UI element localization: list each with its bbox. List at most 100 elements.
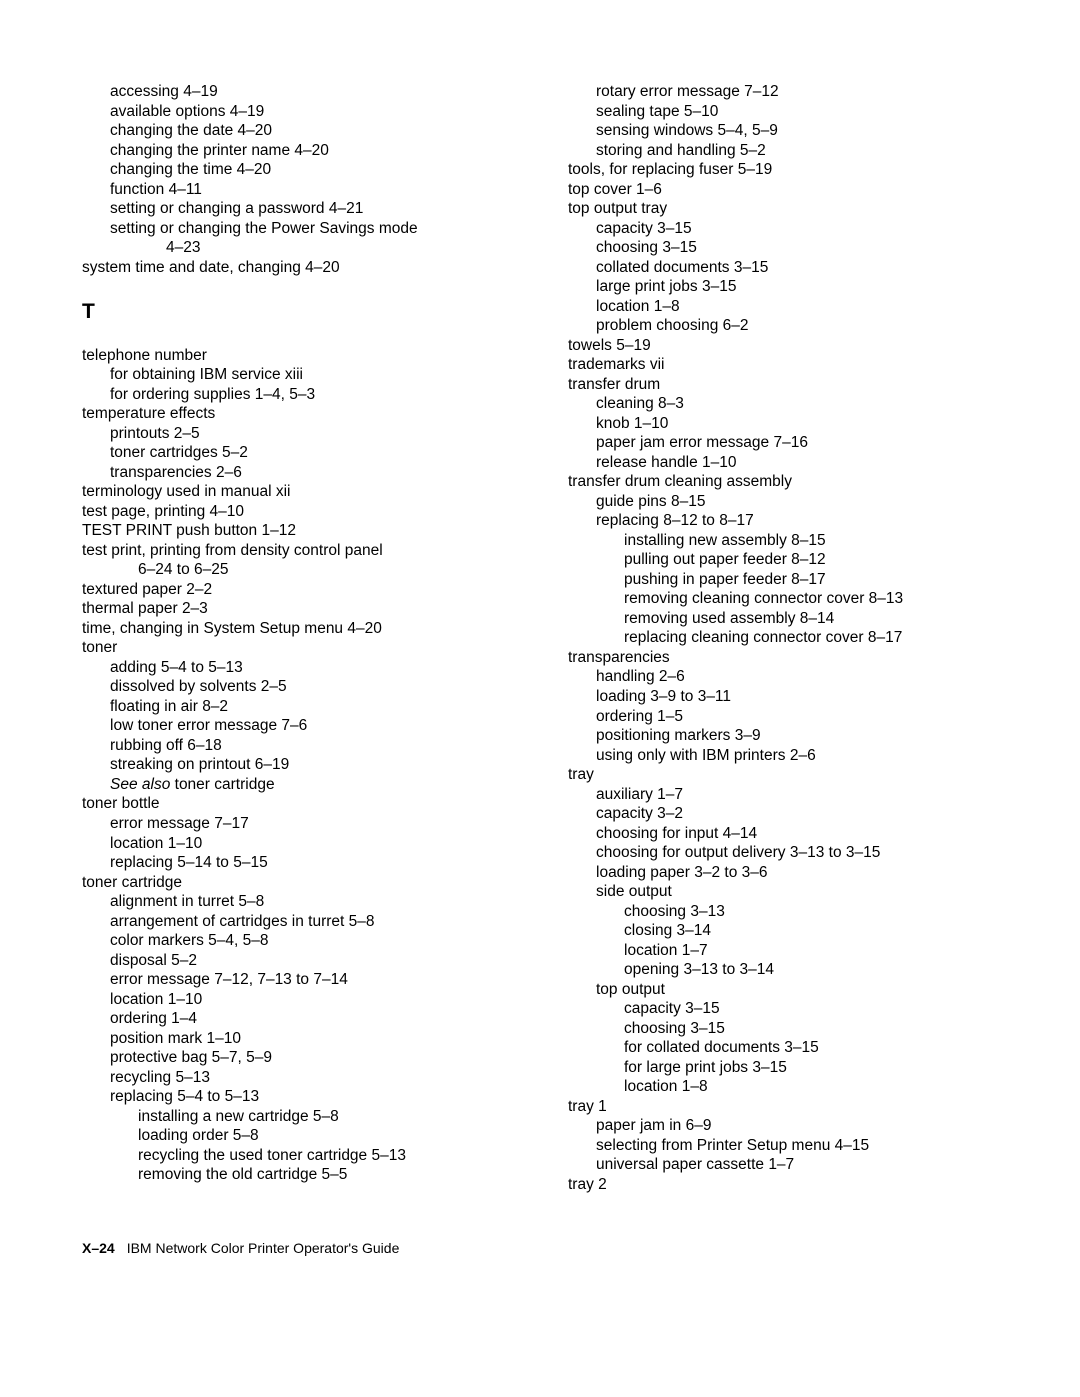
- index-entry: opening 3–13 to 3–14: [568, 960, 1006, 980]
- index-entry: changing the time 4–20: [82, 160, 520, 180]
- index-entry: paper jam in 6–9: [568, 1116, 1006, 1136]
- index-entry: choosing 3–13: [568, 902, 1006, 922]
- left-block-1: accessing 4–19available options 4–19chan…: [82, 82, 520, 277]
- index-entry: removing used assembly 8–14: [568, 609, 1006, 629]
- index-page: accessing 4–19available options 4–19chan…: [0, 0, 1080, 1286]
- index-entry: changing the printer name 4–20: [82, 141, 520, 161]
- index-entry: removing the old cartridge 5–5: [82, 1165, 520, 1185]
- index-entry: available options 4–19: [82, 102, 520, 122]
- left-block-2: telephone numberfor obtaining IBM servic…: [82, 346, 520, 1185]
- index-entry: collated documents 3–15: [568, 258, 1006, 278]
- index-entry: toner: [82, 638, 520, 658]
- index-entry: system time and date, changing 4–20: [82, 258, 520, 278]
- index-entry: loading 3–9 to 3–11: [568, 687, 1006, 707]
- index-entry: TEST PRINT push button 1–12: [82, 521, 520, 541]
- left-column: accessing 4–19available options 4–19chan…: [82, 82, 520, 1194]
- index-entry: choosing 3–15: [568, 238, 1006, 258]
- index-entry: location 1–10: [82, 834, 520, 854]
- index-entry: replacing 5–4 to 5–13: [82, 1087, 520, 1107]
- index-entry: error message 7–17: [82, 814, 520, 834]
- index-entry: using only with IBM printers 2–6: [568, 746, 1006, 766]
- index-entry: toner cartridges 5–2: [82, 443, 520, 463]
- index-entry: dissolved by solvents 2–5: [82, 677, 520, 697]
- see-also-prefix: See also: [110, 776, 170, 793]
- index-entry: adding 5–4 to 5–13: [82, 658, 520, 678]
- index-entry: for collated documents 3–15: [568, 1038, 1006, 1058]
- index-entry-text: toner cartridge: [170, 776, 274, 793]
- index-entry: installing a new cartridge 5–8: [82, 1107, 520, 1127]
- index-entry: top cover 1–6: [568, 180, 1006, 200]
- index-entry: auxiliary 1–7: [568, 785, 1006, 805]
- index-entry: capacity 3–15: [568, 219, 1006, 239]
- index-entry: 4–23: [82, 238, 520, 258]
- index-entry: test page, printing 4–10: [82, 502, 520, 522]
- index-entry: capacity 3–15: [568, 999, 1006, 1019]
- index-entry: alignment in turret 5–8: [82, 892, 520, 912]
- index-entry: rubbing off 6–18: [82, 736, 520, 756]
- index-entry: pushing in paper feeder 8–17: [568, 570, 1006, 590]
- index-entry: for ordering supplies 1–4, 5–3: [82, 385, 520, 405]
- index-entry: replacing 8–12 to 8–17: [568, 511, 1006, 531]
- index-entry: time, changing in System Setup menu 4–20: [82, 619, 520, 639]
- index-entry: tray 1: [568, 1097, 1006, 1117]
- index-entry: guide pins 8–15: [568, 492, 1006, 512]
- index-entry: release handle 1–10: [568, 453, 1006, 473]
- index-entry: terminology used in manual xii: [82, 482, 520, 502]
- page-footer: X–24IBM Network Color Printer Operator's…: [82, 1240, 1006, 1256]
- index-entry: temperature effects: [82, 404, 520, 424]
- index-entry: rotary error message 7–12: [568, 82, 1006, 102]
- index-entry: transparencies: [568, 648, 1006, 668]
- index-entry: ordering 1–4: [82, 1009, 520, 1029]
- index-entry: cleaning 8–3: [568, 394, 1006, 414]
- index-entry: ordering 1–5: [568, 707, 1006, 727]
- index-columns: accessing 4–19available options 4–19chan…: [82, 82, 1006, 1194]
- right-block: rotary error message 7–12sealing tape 5–…: [568, 82, 1006, 1194]
- index-entry: sealing tape 5–10: [568, 102, 1006, 122]
- index-entry: replacing cleaning connector cover 8–17: [568, 628, 1006, 648]
- index-entry: top output tray: [568, 199, 1006, 219]
- index-entry: loading order 5–8: [82, 1126, 520, 1146]
- index-entry: tools, for replacing fuser 5–19: [568, 160, 1006, 180]
- index-entry: location 1–8: [568, 297, 1006, 317]
- index-entry: sensing windows 5–4, 5–9: [568, 121, 1006, 141]
- index-entry: towels 5–19: [568, 336, 1006, 356]
- index-entry: positioning markers 3–9: [568, 726, 1006, 746]
- index-entry: telephone number: [82, 346, 520, 366]
- index-entry: location 1–7: [568, 941, 1006, 961]
- index-entry: handling 2–6: [568, 667, 1006, 687]
- index-entry: See also toner cartridge: [82, 775, 520, 795]
- index-entry: recycling 5–13: [82, 1068, 520, 1088]
- index-entry: capacity 3–2: [568, 804, 1006, 824]
- index-entry: function 4–11: [82, 180, 520, 200]
- index-entry: knob 1–10: [568, 414, 1006, 434]
- index-entry: choosing 3–15: [568, 1019, 1006, 1039]
- index-entry: location 1–8: [568, 1077, 1006, 1097]
- index-entry: textured paper 2–2: [82, 580, 520, 600]
- index-entry: error message 7–12, 7–13 to 7–14: [82, 970, 520, 990]
- index-entry: top output: [568, 980, 1006, 1000]
- index-entry: protective bag 5–7, 5–9: [82, 1048, 520, 1068]
- index-entry: 6–24 to 6–25: [82, 560, 520, 580]
- index-entry: test print, printing from density contro…: [82, 541, 520, 561]
- index-entry: location 1–10: [82, 990, 520, 1010]
- index-entry: tray: [568, 765, 1006, 785]
- index-entry: thermal paper 2–3: [82, 599, 520, 619]
- index-entry: installing new assembly 8–15: [568, 531, 1006, 551]
- index-entry: selecting from Printer Setup menu 4–15: [568, 1136, 1006, 1156]
- index-entry: closing 3–14: [568, 921, 1006, 941]
- index-entry: paper jam error message 7–16: [568, 433, 1006, 453]
- index-entry: disposal 5–2: [82, 951, 520, 971]
- index-entry: large print jobs 3–15: [568, 277, 1006, 297]
- index-entry: transfer drum: [568, 375, 1006, 395]
- index-entry: for obtaining IBM service xiii: [82, 365, 520, 385]
- index-entry: toner bottle: [82, 794, 520, 814]
- index-entry: transparencies 2–6: [82, 463, 520, 483]
- index-entry: setting or changing the Power Savings mo…: [82, 219, 520, 239]
- index-entry: printouts 2–5: [82, 424, 520, 444]
- index-entry: pulling out paper feeder 8–12: [568, 550, 1006, 570]
- index-entry: color markers 5–4, 5–8: [82, 931, 520, 951]
- index-entry: toner cartridge: [82, 873, 520, 893]
- footer-title: IBM Network Color Printer Operator's Gui…: [127, 1240, 400, 1256]
- index-entry: replacing 5–14 to 5–15: [82, 853, 520, 873]
- index-entry: position mark 1–10: [82, 1029, 520, 1049]
